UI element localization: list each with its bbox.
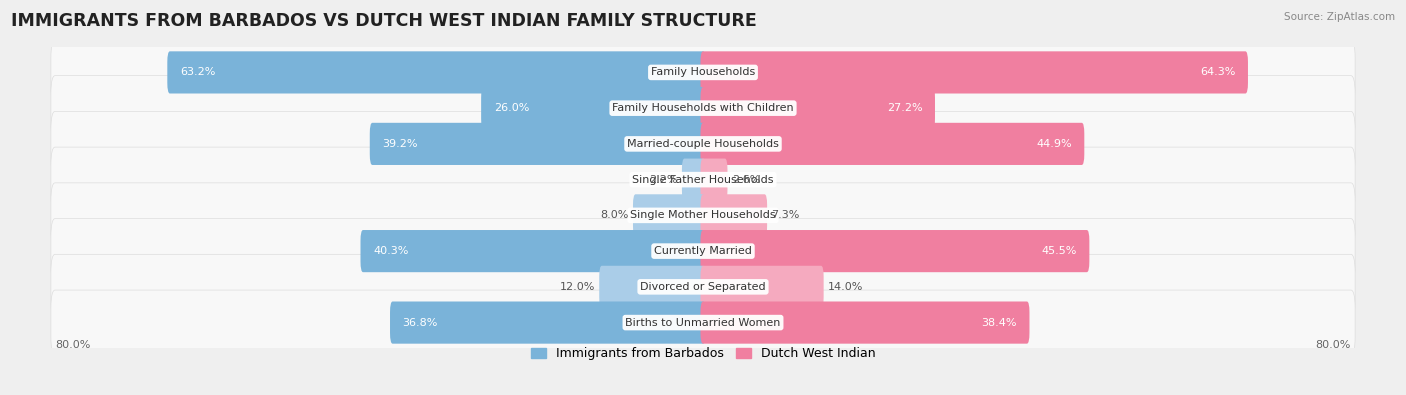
Text: 38.4%: 38.4% [981, 318, 1017, 327]
FancyBboxPatch shape [700, 194, 768, 237]
Text: 2.6%: 2.6% [731, 175, 761, 184]
Text: 39.2%: 39.2% [382, 139, 418, 149]
FancyBboxPatch shape [700, 230, 1090, 272]
Text: 27.2%: 27.2% [887, 103, 922, 113]
FancyBboxPatch shape [700, 266, 824, 308]
Text: 14.0%: 14.0% [828, 282, 863, 292]
Text: Single Father Households: Single Father Households [633, 175, 773, 184]
FancyBboxPatch shape [167, 51, 706, 94]
Text: 26.0%: 26.0% [494, 103, 529, 113]
FancyBboxPatch shape [682, 158, 706, 201]
Text: 40.3%: 40.3% [373, 246, 409, 256]
Text: 44.9%: 44.9% [1036, 139, 1071, 149]
Text: Currently Married: Currently Married [654, 246, 752, 256]
Text: 2.2%: 2.2% [650, 175, 678, 184]
Text: 80.0%: 80.0% [1316, 340, 1351, 350]
Text: 63.2%: 63.2% [180, 68, 215, 77]
FancyBboxPatch shape [599, 266, 706, 308]
Text: Source: ZipAtlas.com: Source: ZipAtlas.com [1284, 12, 1395, 22]
FancyBboxPatch shape [633, 194, 706, 237]
Text: 36.8%: 36.8% [402, 318, 439, 327]
FancyBboxPatch shape [700, 123, 1084, 165]
FancyBboxPatch shape [700, 51, 1249, 94]
Text: 8.0%: 8.0% [600, 211, 628, 220]
Legend: Immigrants from Barbados, Dutch West Indian: Immigrants from Barbados, Dutch West Ind… [526, 342, 880, 365]
FancyBboxPatch shape [51, 147, 1355, 212]
Text: Divorced or Separated: Divorced or Separated [640, 282, 766, 292]
Text: 7.3%: 7.3% [772, 211, 800, 220]
FancyBboxPatch shape [370, 123, 706, 165]
FancyBboxPatch shape [51, 40, 1355, 105]
Text: Single Mother Households: Single Mother Households [630, 211, 776, 220]
FancyBboxPatch shape [389, 301, 706, 344]
FancyBboxPatch shape [700, 87, 935, 129]
FancyBboxPatch shape [51, 75, 1355, 141]
Text: 64.3%: 64.3% [1199, 68, 1236, 77]
FancyBboxPatch shape [481, 87, 706, 129]
FancyBboxPatch shape [700, 301, 1029, 344]
FancyBboxPatch shape [360, 230, 706, 272]
Text: Family Households: Family Households [651, 68, 755, 77]
FancyBboxPatch shape [51, 254, 1355, 320]
FancyBboxPatch shape [51, 218, 1355, 284]
FancyBboxPatch shape [51, 183, 1355, 248]
FancyBboxPatch shape [700, 158, 727, 201]
Text: Family Households with Children: Family Households with Children [612, 103, 794, 113]
Text: 45.5%: 45.5% [1042, 246, 1077, 256]
Text: 12.0%: 12.0% [560, 282, 595, 292]
Text: Married-couple Households: Married-couple Households [627, 139, 779, 149]
Text: Births to Unmarried Women: Births to Unmarried Women [626, 318, 780, 327]
FancyBboxPatch shape [51, 111, 1355, 177]
FancyBboxPatch shape [51, 290, 1355, 355]
Text: IMMIGRANTS FROM BARBADOS VS DUTCH WEST INDIAN FAMILY STRUCTURE: IMMIGRANTS FROM BARBADOS VS DUTCH WEST I… [11, 12, 756, 30]
Text: 80.0%: 80.0% [55, 340, 90, 350]
